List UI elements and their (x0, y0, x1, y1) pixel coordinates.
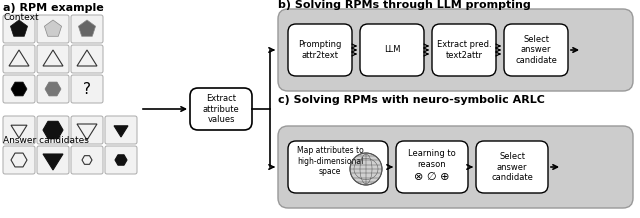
Polygon shape (79, 20, 95, 36)
FancyBboxPatch shape (278, 9, 633, 91)
FancyBboxPatch shape (432, 24, 496, 76)
Polygon shape (44, 20, 61, 36)
FancyBboxPatch shape (71, 15, 103, 43)
Text: a) RPM example: a) RPM example (3, 3, 104, 13)
FancyBboxPatch shape (288, 141, 388, 193)
FancyBboxPatch shape (190, 88, 252, 130)
Polygon shape (43, 121, 63, 139)
Polygon shape (114, 126, 128, 137)
FancyBboxPatch shape (3, 146, 35, 174)
Polygon shape (115, 155, 127, 165)
FancyBboxPatch shape (105, 116, 137, 144)
Text: Answer candidates: Answer candidates (3, 136, 89, 145)
FancyBboxPatch shape (396, 141, 468, 193)
Text: LLM: LLM (384, 46, 400, 54)
Text: c) Solving RPMs with neuro-symbolic ARLC: c) Solving RPMs with neuro-symbolic ARLC (278, 95, 545, 105)
Text: Extract
attribute
values: Extract attribute values (203, 94, 239, 124)
Text: ?: ? (83, 82, 91, 97)
FancyBboxPatch shape (71, 75, 103, 103)
FancyBboxPatch shape (71, 146, 103, 174)
FancyBboxPatch shape (3, 116, 35, 144)
FancyBboxPatch shape (37, 45, 69, 73)
Text: Extract pred.
text2attr: Extract pred. text2attr (436, 40, 492, 60)
FancyBboxPatch shape (476, 141, 548, 193)
FancyBboxPatch shape (3, 75, 35, 103)
FancyBboxPatch shape (71, 45, 103, 73)
Text: Learning to
reason: Learning to reason (408, 149, 456, 169)
Circle shape (350, 153, 382, 185)
FancyBboxPatch shape (71, 116, 103, 144)
Text: ⊗ ∅ ⊕: ⊗ ∅ ⊕ (414, 172, 450, 182)
Polygon shape (11, 82, 27, 96)
Text: Select
answer
candidate: Select answer candidate (515, 35, 557, 65)
FancyBboxPatch shape (360, 24, 424, 76)
FancyBboxPatch shape (105, 146, 137, 174)
FancyBboxPatch shape (504, 24, 568, 76)
FancyBboxPatch shape (3, 15, 35, 43)
Text: Select
answer
candidate: Select answer candidate (491, 152, 533, 182)
Text: b) Solving RPMs through LLM prompting: b) Solving RPMs through LLM prompting (278, 0, 531, 10)
Polygon shape (43, 154, 63, 170)
FancyBboxPatch shape (3, 45, 35, 73)
FancyBboxPatch shape (288, 24, 352, 76)
FancyBboxPatch shape (37, 75, 69, 103)
FancyBboxPatch shape (278, 126, 633, 208)
Text: Prompting
attr2text: Prompting attr2text (298, 40, 342, 60)
Text: Context: Context (3, 13, 38, 22)
Polygon shape (45, 82, 61, 96)
FancyBboxPatch shape (37, 15, 69, 43)
FancyBboxPatch shape (37, 116, 69, 144)
FancyBboxPatch shape (37, 146, 69, 174)
Polygon shape (10, 20, 28, 36)
Text: Map attributes to
high-dimensional
space: Map attributes to high-dimensional space (296, 146, 364, 176)
